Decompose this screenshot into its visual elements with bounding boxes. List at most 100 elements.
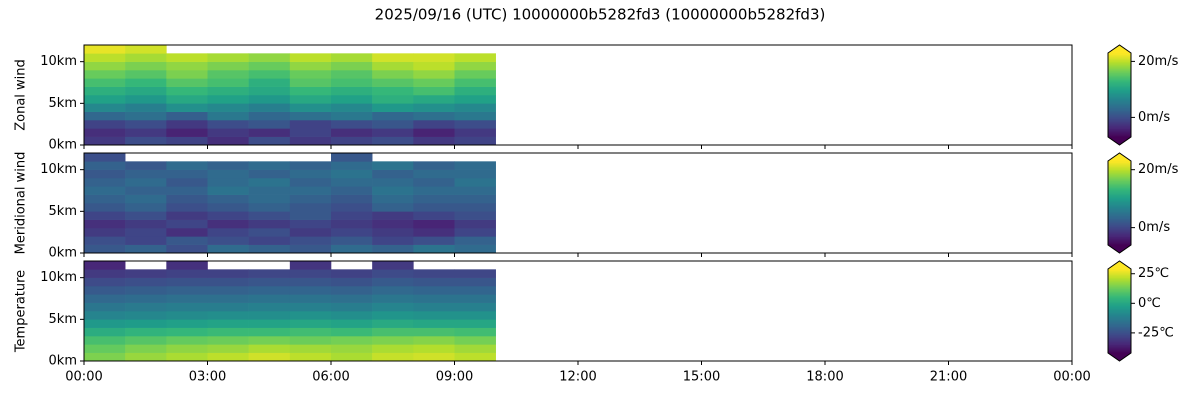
- colorbar-segment: [1108, 231, 1131, 233]
- heatmap-cell: [331, 219, 373, 229]
- colorbar-segment: [1108, 233, 1131, 236]
- heatmap-cell: [289, 228, 332, 237]
- heatmap-cell: [372, 319, 414, 328]
- y-tick-label: 0km: [49, 354, 77, 369]
- heatmap-cell: [331, 194, 373, 204]
- heatmap-cell: [166, 269, 208, 278]
- colorbar-segment: [1108, 182, 1131, 184]
- heatmap-cell: [289, 336, 332, 345]
- colorbar-tick-label: 25℃: [1138, 266, 1169, 281]
- heatmap-cell: [331, 203, 373, 212]
- heatmap-cell: [166, 211, 208, 220]
- colorbar-segment: [1108, 302, 1131, 305]
- heatmap-cell: [413, 244, 455, 254]
- heatmap-cell: [454, 128, 496, 137]
- heatmap-cell: [454, 219, 496, 229]
- heatmap-cell: [331, 78, 373, 87]
- heatmap-cell: [166, 236, 208, 245]
- heatmap-cell: [413, 86, 455, 96]
- heatmap-cell: [454, 103, 496, 112]
- heatmap-cell: [207, 203, 249, 212]
- heatmap-cell: [331, 103, 373, 112]
- heatmap-cell: [413, 352, 455, 362]
- heatmap-cell: [84, 352, 126, 362]
- colorbar-frame: [1107, 152, 1132, 254]
- heatmap-cell: [413, 269, 455, 278]
- heatmap-cell: [289, 53, 332, 62]
- heatmap-cell: [413, 111, 455, 121]
- colorbar-segment: [1108, 203, 1131, 205]
- heatmap-cell: [84, 70, 126, 79]
- heatmap-cell: [454, 327, 496, 337]
- colorbar-segment: [1108, 217, 1131, 219]
- heatmap-cell: [207, 186, 249, 195]
- heatmap-cell: [125, 319, 167, 328]
- heatmap-cell: [84, 178, 126, 187]
- heatmap-cell: [454, 78, 496, 87]
- heatmap-cell: [125, 120, 167, 129]
- heatmap-cell: [125, 95, 167, 104]
- colorbar-segment: [1108, 97, 1131, 100]
- heatmap-cell: [454, 70, 496, 79]
- heatmap-cell: [331, 228, 373, 237]
- heatmap-cell: [372, 277, 414, 287]
- colorbar-segment: [1108, 134, 1131, 137]
- heatmap-cell: [166, 327, 208, 337]
- heatmap-cell: [331, 95, 373, 104]
- heatmap-cell: [166, 136, 208, 146]
- heatmap-cell: [454, 86, 496, 96]
- heatmap-cell: [248, 186, 291, 195]
- heatmap-cell: [331, 236, 373, 245]
- colorbar-segment: [1108, 89, 1131, 92]
- colorbar-segment: [1108, 204, 1131, 207]
- colorbar-tick-label: 0m/s: [1138, 220, 1170, 235]
- colorbar-segment: [1108, 212, 1131, 215]
- heatmap-cell: [413, 136, 455, 146]
- colorbar-segment: [1108, 64, 1131, 67]
- colorbar-segment: [1108, 62, 1131, 65]
- heatmap-cell: [372, 211, 414, 220]
- colorbar-segment: [1108, 235, 1131, 238]
- colorbar-segment: [1108, 82, 1131, 85]
- colorbar-segment: [1108, 218, 1131, 221]
- colorbar-tick-label: 20m/s: [1138, 54, 1179, 69]
- colorbar-segment: [1108, 68, 1131, 71]
- heatmap-cell: [289, 136, 332, 146]
- heatmap-cell: [372, 269, 414, 278]
- heatmap-cell: [289, 103, 332, 112]
- heatmap-cell: [207, 86, 249, 96]
- colorbar-segment: [1108, 283, 1131, 285]
- colorbar-segment: [1108, 67, 1131, 69]
- heatmap-cell: [125, 103, 167, 112]
- colorbar-segment: [1108, 184, 1131, 187]
- colorbar-segment: [1108, 96, 1131, 99]
- heatmap-cell: [248, 136, 291, 146]
- colorbar-segment: [1108, 280, 1131, 283]
- heatmap-cell: [289, 178, 332, 187]
- colorbar-segment: [1108, 110, 1131, 113]
- heatmap-cell: [125, 70, 167, 79]
- heatmap-cell: [372, 186, 414, 195]
- heatmap-cell: [289, 269, 332, 278]
- heatmap-cell: [84, 294, 126, 303]
- colorbar-segment: [1108, 292, 1131, 295]
- heatmap-cell: [413, 277, 455, 287]
- colorbar-segment: [1108, 104, 1131, 107]
- colorbar-segment: [1108, 207, 1131, 210]
- heatmap-cell: [84, 136, 126, 146]
- heatmap-cell: [372, 61, 414, 71]
- heatmap-cell: [248, 53, 291, 62]
- heatmap-cell: [125, 336, 167, 345]
- heatmap-cell: [207, 161, 249, 170]
- heatmap-cell: [289, 86, 332, 96]
- heatmap-cell: [166, 70, 208, 79]
- heatmap-cell: [331, 269, 373, 278]
- colorbar-segment: [1108, 315, 1131, 318]
- heatmap-cell: [372, 161, 414, 170]
- heatmap-cell: [207, 61, 249, 71]
- heatmap-cell: [248, 203, 291, 212]
- colorbar-segment: [1108, 340, 1131, 343]
- colorbar-segment: [1108, 222, 1131, 225]
- heatmap-cell: [125, 86, 167, 96]
- colorbar-segment: [1108, 95, 1131, 97]
